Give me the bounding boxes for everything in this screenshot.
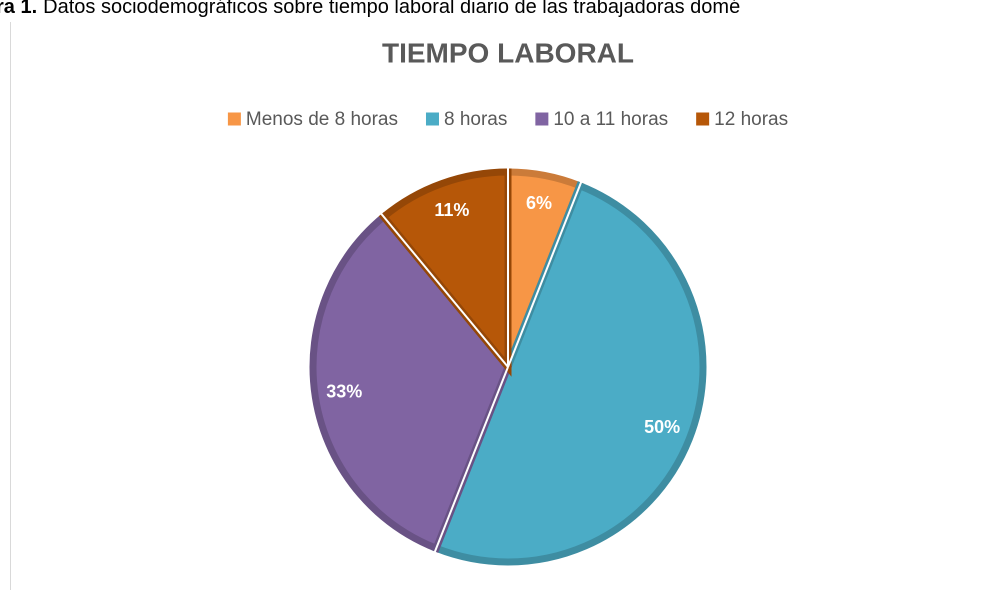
caption: ra 1. Datos sociodemográficos sobre tiemp…	[0, 0, 740, 18]
pie-slice	[431, 181, 707, 566]
value-label: 11%	[434, 200, 469, 220]
slice-separator	[433, 366, 509, 554]
legend-label: 8 horas	[444, 109, 507, 130]
chart-title: TIEMPO LABORAL	[382, 37, 634, 68]
caption-label: ra 1.	[0, 0, 37, 18]
value-label: 33%	[326, 382, 362, 402]
legend-item: 8 horas	[425, 109, 507, 130]
legend-item: 12 horas	[696, 109, 788, 130]
value-label: 50%	[644, 417, 680, 437]
legend-swatch	[535, 112, 549, 126]
pie-slice	[378, 168, 512, 377]
slice-separator	[507, 180, 583, 368]
legend-item: 10 a 11 horas	[535, 109, 668, 130]
value-label: 6%	[526, 193, 552, 213]
legend-swatch	[425, 112, 439, 126]
pie-slice	[309, 211, 513, 553]
legend-label: 10 a 11 horas	[553, 109, 668, 130]
caption-text: Datos sociodemográficos sobre tiempo lab…	[43, 0, 740, 18]
legend-swatch	[696, 112, 710, 126]
slice-separator	[379, 212, 509, 368]
legend-label: Menos de 8 horas	[246, 109, 398, 130]
legend-item: Menos de 8 horas	[227, 109, 398, 130]
legend-swatch	[227, 112, 241, 126]
legend-label: 12 horas	[714, 109, 788, 130]
